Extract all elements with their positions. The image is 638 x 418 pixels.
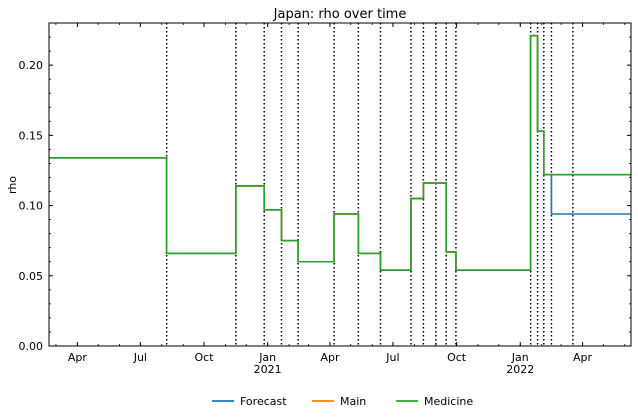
y-tick-label: 0.15 <box>19 129 44 142</box>
plot-frame <box>48 22 632 347</box>
x-tick-label: Jan <box>511 351 529 364</box>
x-tick-label: Apr <box>320 351 340 364</box>
y-tick-label: 0.05 <box>19 270 44 283</box>
x-tick-label: Apr <box>68 351 88 364</box>
chart-legend: Forecast Main Medicine <box>212 395 473 408</box>
changepoint-lines <box>165 23 574 346</box>
y-tick-label: 0.00 <box>19 340 44 353</box>
x-tick-label: Oct <box>447 351 467 364</box>
x-tick-label: Apr <box>573 351 593 364</box>
legend-label-medicine: Medicine <box>424 395 473 408</box>
x-tick-label: Jul <box>385 351 399 364</box>
x-tick-year-label: 2021 <box>254 363 282 376</box>
x-tick-label: Jan <box>258 351 276 364</box>
y-axis: 0.00 0.05 0.10 0.15 0.20 <box>19 36 631 353</box>
y-tick-label: 0.10 <box>19 200 44 213</box>
legend-label-main: Main <box>340 395 366 408</box>
legend-label-forecast: Forecast <box>240 395 287 408</box>
x-tick-label: Jul <box>133 351 147 364</box>
y-axis-label: rho <box>6 176 19 194</box>
x-tick-label: Oct <box>194 351 214 364</box>
series-line-medicine <box>49 34 631 271</box>
y-tick-label: 0.20 <box>19 59 44 72</box>
chart-title: Japan: rho over time <box>273 7 407 22</box>
x-tick-year-label: 2022 <box>506 363 534 376</box>
series-lines <box>49 34 631 271</box>
